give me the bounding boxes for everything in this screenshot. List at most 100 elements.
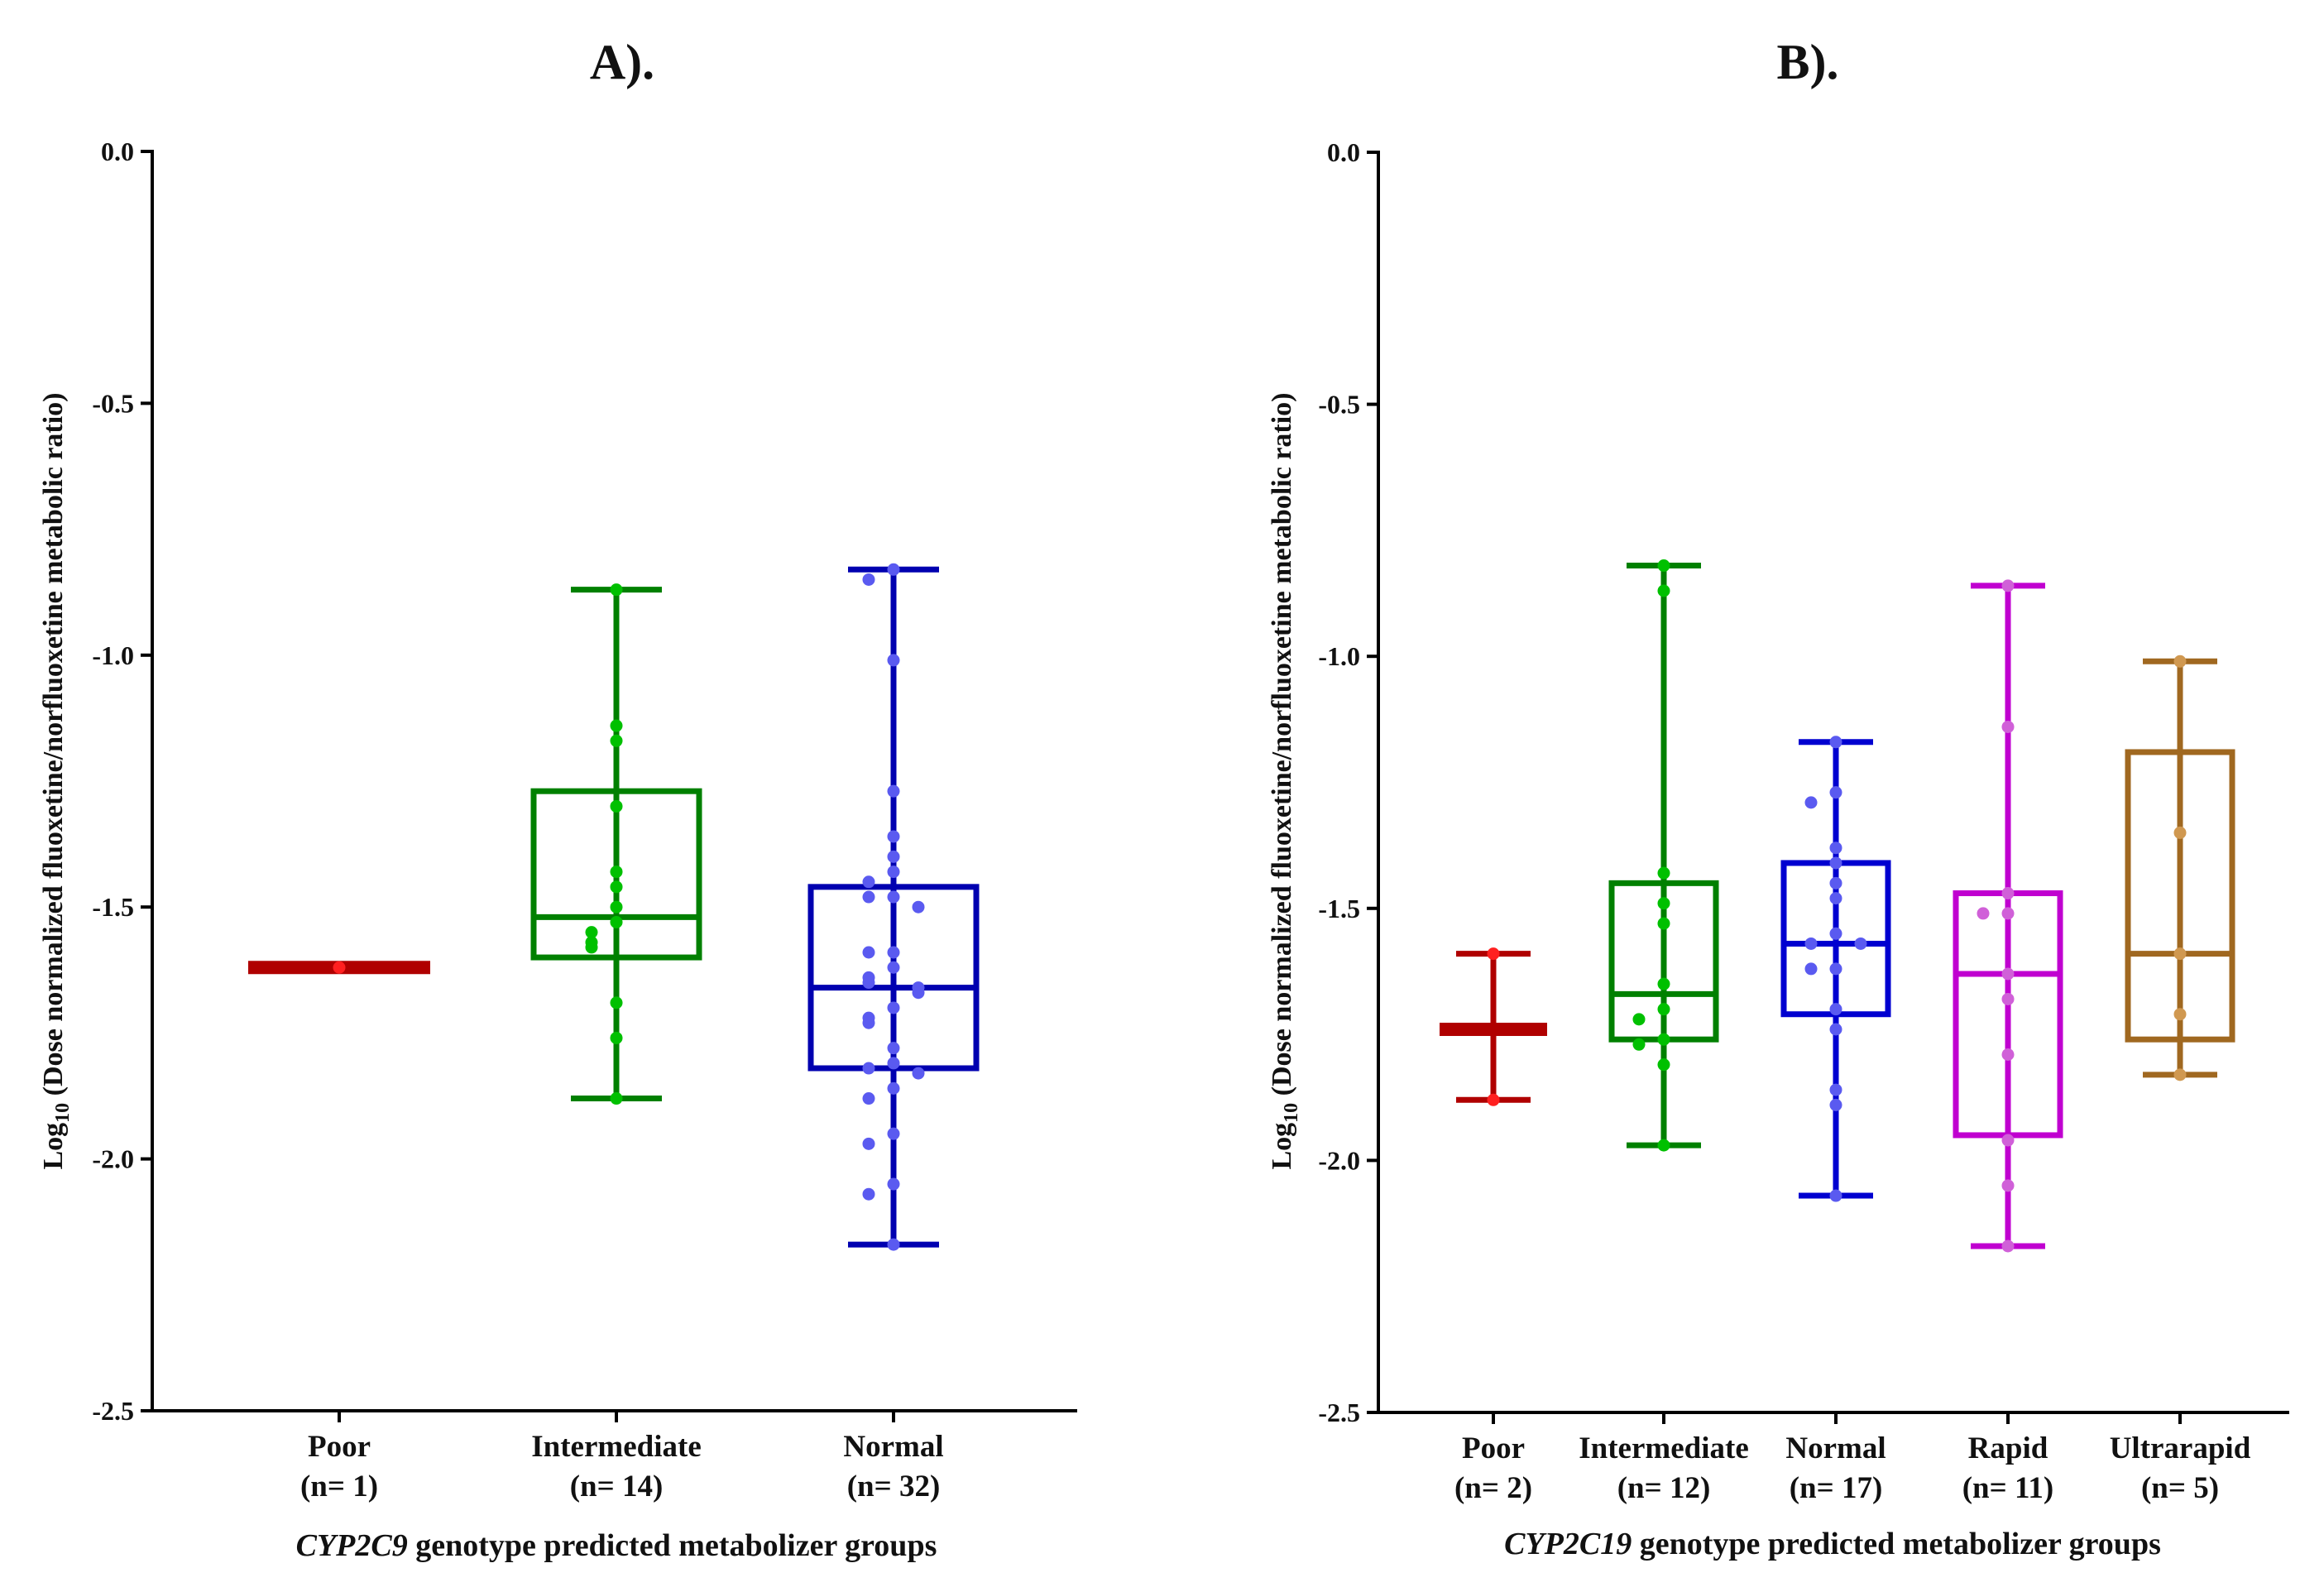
data-point xyxy=(887,1177,900,1191)
data-point xyxy=(2001,887,2015,900)
data-point xyxy=(862,976,875,990)
data-point xyxy=(585,941,598,954)
data-point xyxy=(887,563,900,576)
box-ultrarapid xyxy=(2125,655,2235,1081)
data-point xyxy=(1657,584,1670,597)
data-point xyxy=(1829,736,1842,749)
x-label-rest: genotype predicted metabolizer groups xyxy=(1632,1527,2161,1561)
data-point xyxy=(2001,720,2015,733)
panel-b: B). Log10 (Dose normalized fluoxetine/no… xyxy=(1267,35,2289,1561)
data-point xyxy=(2001,1179,2015,1192)
data-point xyxy=(887,850,900,863)
category-n-label: (n= 12) xyxy=(1617,1471,1711,1505)
data-point xyxy=(1829,1189,1842,1202)
data-point xyxy=(1657,1003,1670,1016)
data-point xyxy=(2001,579,2015,592)
data-point xyxy=(610,1092,623,1105)
y-label-prefix: Log xyxy=(38,1123,69,1170)
data-point xyxy=(1487,1093,1500,1106)
data-point xyxy=(1657,1058,1670,1072)
data-point xyxy=(1804,937,1818,950)
data-point xyxy=(1657,1139,1670,1152)
panel-a: A). Log10 (Dose normalized fluoxetine/no… xyxy=(38,35,1077,1563)
y-tick-label: -0.5 xyxy=(92,388,134,418)
box-intermediate xyxy=(530,583,702,1105)
y-tick-label: -1.0 xyxy=(1318,641,1360,671)
category-label: Poor xyxy=(1462,1431,1525,1465)
data-point xyxy=(1657,917,1670,930)
data-point xyxy=(2173,1008,2187,1021)
data-point xyxy=(1829,927,1842,940)
data-point xyxy=(1829,1098,1842,1111)
data-point xyxy=(887,946,900,959)
data-point xyxy=(2001,1134,2015,1147)
data-point xyxy=(1977,907,1990,920)
data-point xyxy=(585,926,598,939)
data-point xyxy=(1657,897,1670,910)
y-tick-label: -1.5 xyxy=(1318,894,1360,923)
category-label: Intermediate xyxy=(1579,1431,1749,1465)
data-point xyxy=(2173,947,2187,961)
category-n-label: (n= 14) xyxy=(570,1470,664,1503)
data-point xyxy=(610,1031,623,1044)
category-n-label: (n= 17) xyxy=(1790,1471,1883,1505)
data-point xyxy=(887,1127,900,1140)
category-n-label: (n= 11) xyxy=(1962,1471,2054,1505)
data-point xyxy=(862,1062,875,1075)
panel-a-x-label: CYP2C9 genotype predicted metabolizer gr… xyxy=(296,1528,937,1563)
x-label-gene: CYP2C19 xyxy=(1504,1527,1632,1561)
data-point xyxy=(2001,1048,2015,1061)
data-point xyxy=(1829,962,1842,976)
data-point xyxy=(1829,1083,1842,1096)
data-point xyxy=(862,890,875,904)
x-label-gene: CYP2C9 xyxy=(296,1528,408,1563)
y-tick-label: -2.0 xyxy=(1318,1145,1360,1175)
data-point xyxy=(610,996,623,1009)
data-point xyxy=(610,900,623,913)
data-point xyxy=(887,866,900,879)
data-point xyxy=(887,890,900,904)
category-label: Normal xyxy=(843,1430,943,1464)
data-point xyxy=(862,1187,875,1201)
data-point xyxy=(2001,907,2015,920)
data-point xyxy=(1657,559,1670,573)
box-rapid xyxy=(1953,579,2063,1253)
data-point xyxy=(1829,842,1842,855)
y-label-prefix: Log xyxy=(1267,1123,1297,1170)
data-point xyxy=(1854,937,1867,950)
data-point xyxy=(2001,967,2015,981)
data-point xyxy=(1804,796,1818,809)
data-point xyxy=(1487,947,1500,961)
data-point xyxy=(1829,1003,1842,1016)
data-point xyxy=(887,1081,900,1095)
data-point xyxy=(2173,1068,2187,1081)
data-point xyxy=(1657,977,1670,990)
data-point xyxy=(2173,826,2187,839)
y-label-sub: 10 xyxy=(1281,1103,1302,1123)
panel-b-y-label: Log10 (Dose normalized fluoxetine/norflu… xyxy=(1267,392,1302,1169)
data-point xyxy=(862,875,875,889)
data-point xyxy=(887,1001,900,1014)
data-point xyxy=(912,900,925,913)
panel-b-x-label: CYP2C19 genotype predicted metabolizer g… xyxy=(1504,1527,2161,1561)
data-point xyxy=(1632,1013,1646,1026)
data-point xyxy=(1632,1038,1646,1051)
data-point xyxy=(1657,866,1670,880)
data-point xyxy=(610,734,623,747)
category-n-label: (n= 2) xyxy=(1454,1471,1532,1505)
category-label: Normal xyxy=(1785,1431,1886,1465)
data-point xyxy=(1829,856,1842,870)
category-label: Rapid xyxy=(1968,1431,2048,1465)
category-label: Poor xyxy=(308,1430,371,1464)
category-label: Intermediate xyxy=(531,1430,702,1464)
data-point xyxy=(2173,655,2187,668)
data-point xyxy=(610,719,623,732)
panel-a-y-label: Log10 (Dose normalized fluoxetine/norflu… xyxy=(38,392,74,1169)
data-point xyxy=(610,799,623,813)
y-tick-label: -2.5 xyxy=(1318,1398,1360,1427)
iqr-box xyxy=(2125,749,2235,1043)
panel-a-title: A). xyxy=(590,35,654,89)
panel-b-title: B). xyxy=(1777,35,1839,89)
data-point xyxy=(862,573,875,586)
